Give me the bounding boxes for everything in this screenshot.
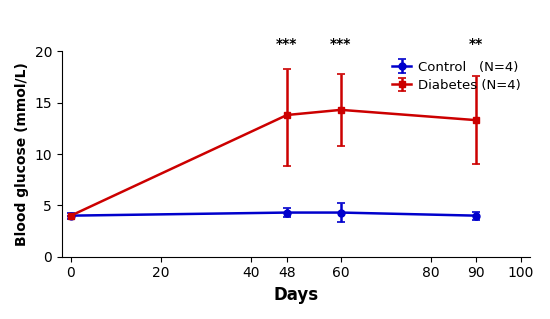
X-axis label: Days: Days [273,286,318,304]
Y-axis label: Blood glucose (mmol/L): Blood glucose (mmol/L) [15,62,29,246]
Text: ***: *** [331,37,351,51]
Legend: Control   (N=4), Diabetes (N=4): Control (N=4), Diabetes (N=4) [389,58,524,94]
Text: ***: *** [276,37,298,51]
Text: **: ** [469,37,483,51]
